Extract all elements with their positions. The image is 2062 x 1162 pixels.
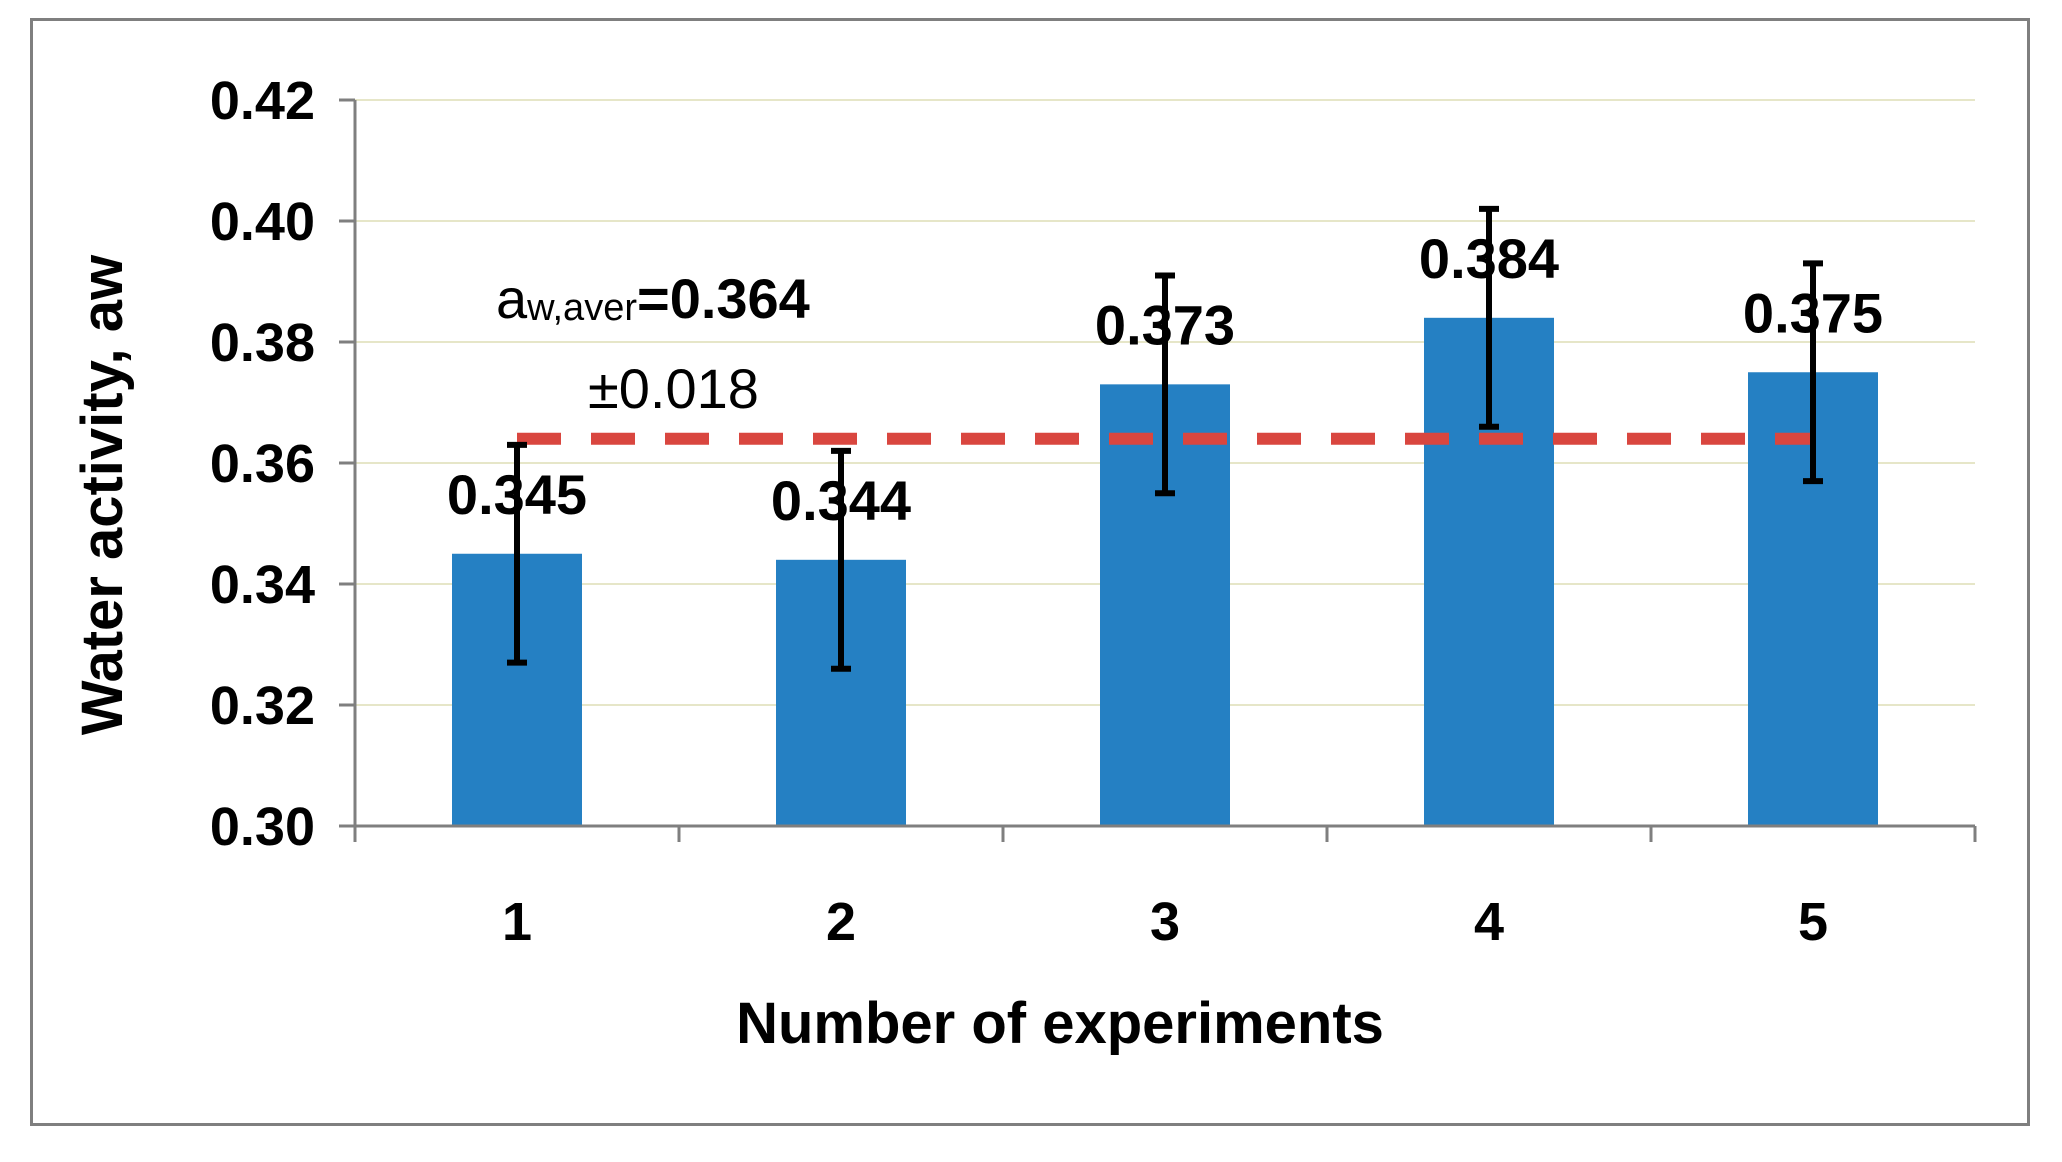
axes	[339, 98, 1977, 842]
data-label: 0.345	[447, 463, 587, 526]
average-value: =0.364	[637, 267, 810, 330]
average-annotation: aw,aver=0.364	[496, 267, 810, 330]
data-label: 0.373	[1095, 293, 1235, 356]
y-tick-label: 0.40	[210, 192, 315, 252]
data-label: 0.375	[1743, 281, 1883, 344]
y-tick-label: 0.30	[210, 797, 315, 857]
gridlines	[355, 99, 1975, 706]
x-axis-title: Number of experiments	[736, 991, 1384, 1056]
y-tick-label: 0.32	[210, 676, 315, 736]
x-tick-label: 4	[1474, 892, 1504, 952]
data-label: 0.384	[1419, 227, 1559, 290]
average-deviation: ±0.018	[588, 357, 759, 420]
average-subscript: w,aver	[526, 287, 637, 329]
x-tick-label: 5	[1798, 892, 1828, 952]
error-bars	[507, 205, 1823, 672]
y-tick-label: 0.38	[210, 313, 315, 373]
y-tick-label: 0.36	[210, 434, 315, 494]
x-tick-label: 3	[1150, 892, 1180, 952]
x-tick-label: 2	[826, 892, 856, 952]
average-symbol: a	[496, 267, 528, 330]
y-tick-label: 0.34	[210, 555, 315, 615]
y-tick-label: 0.42	[210, 71, 315, 131]
y-axis-title: Water activity, aw	[70, 254, 135, 735]
y-tick-labels: 0.30 0.32 0.34 0.36 0.38 0.40 0.42	[210, 71, 315, 857]
x-tick-labels: 1 2 3 4 5	[502, 892, 1828, 952]
chart-frame	[30, 18, 2030, 1126]
x-tick-label: 1	[502, 892, 532, 952]
data-labels: 0.345 0.344 0.373 0.384 0.375	[447, 227, 1883, 532]
data-label: 0.344	[771, 469, 911, 532]
